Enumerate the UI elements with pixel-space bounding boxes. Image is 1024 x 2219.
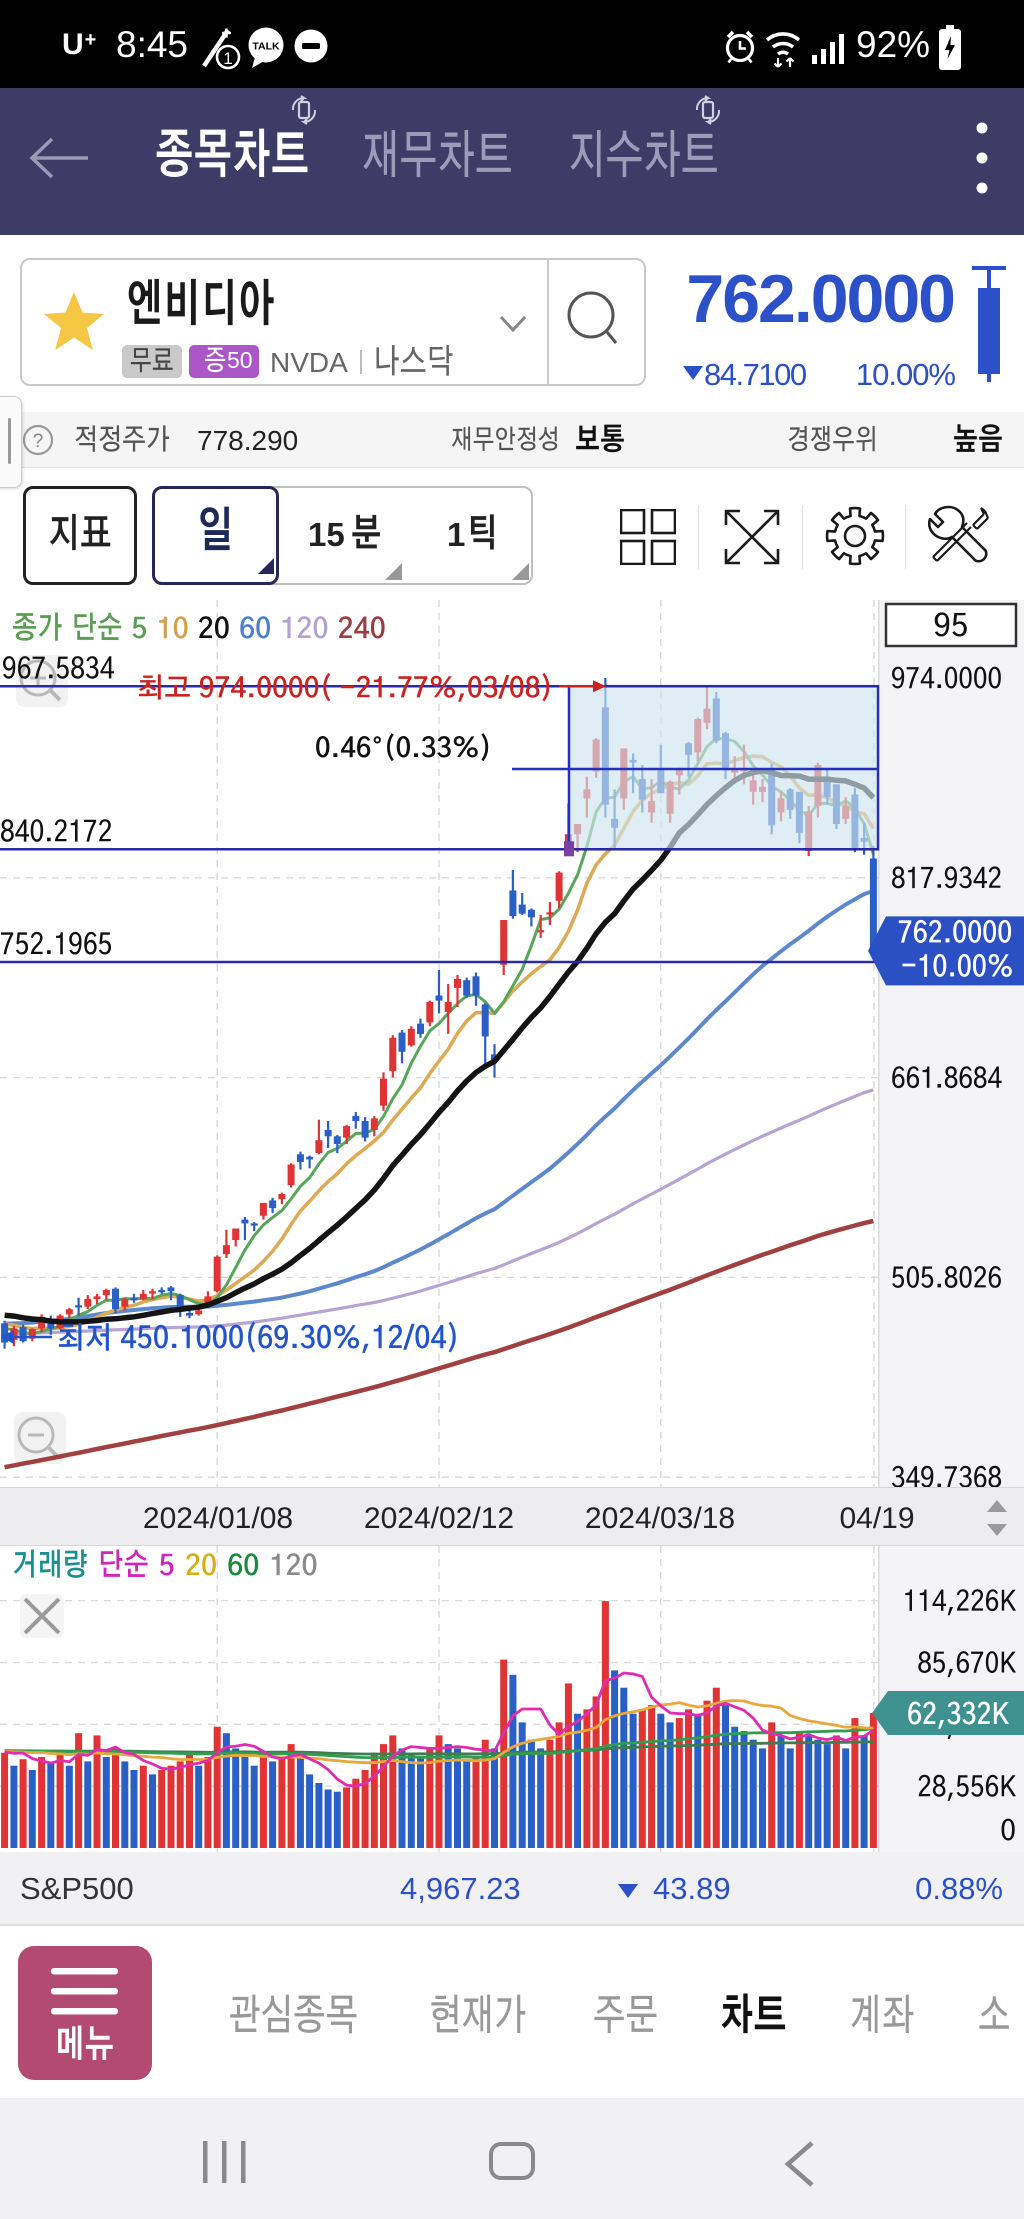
- svg-text:TALK: TALK: [252, 41, 280, 53]
- svg-text:?: ?: [33, 431, 44, 452]
- svg-text:1: 1: [223, 49, 232, 68]
